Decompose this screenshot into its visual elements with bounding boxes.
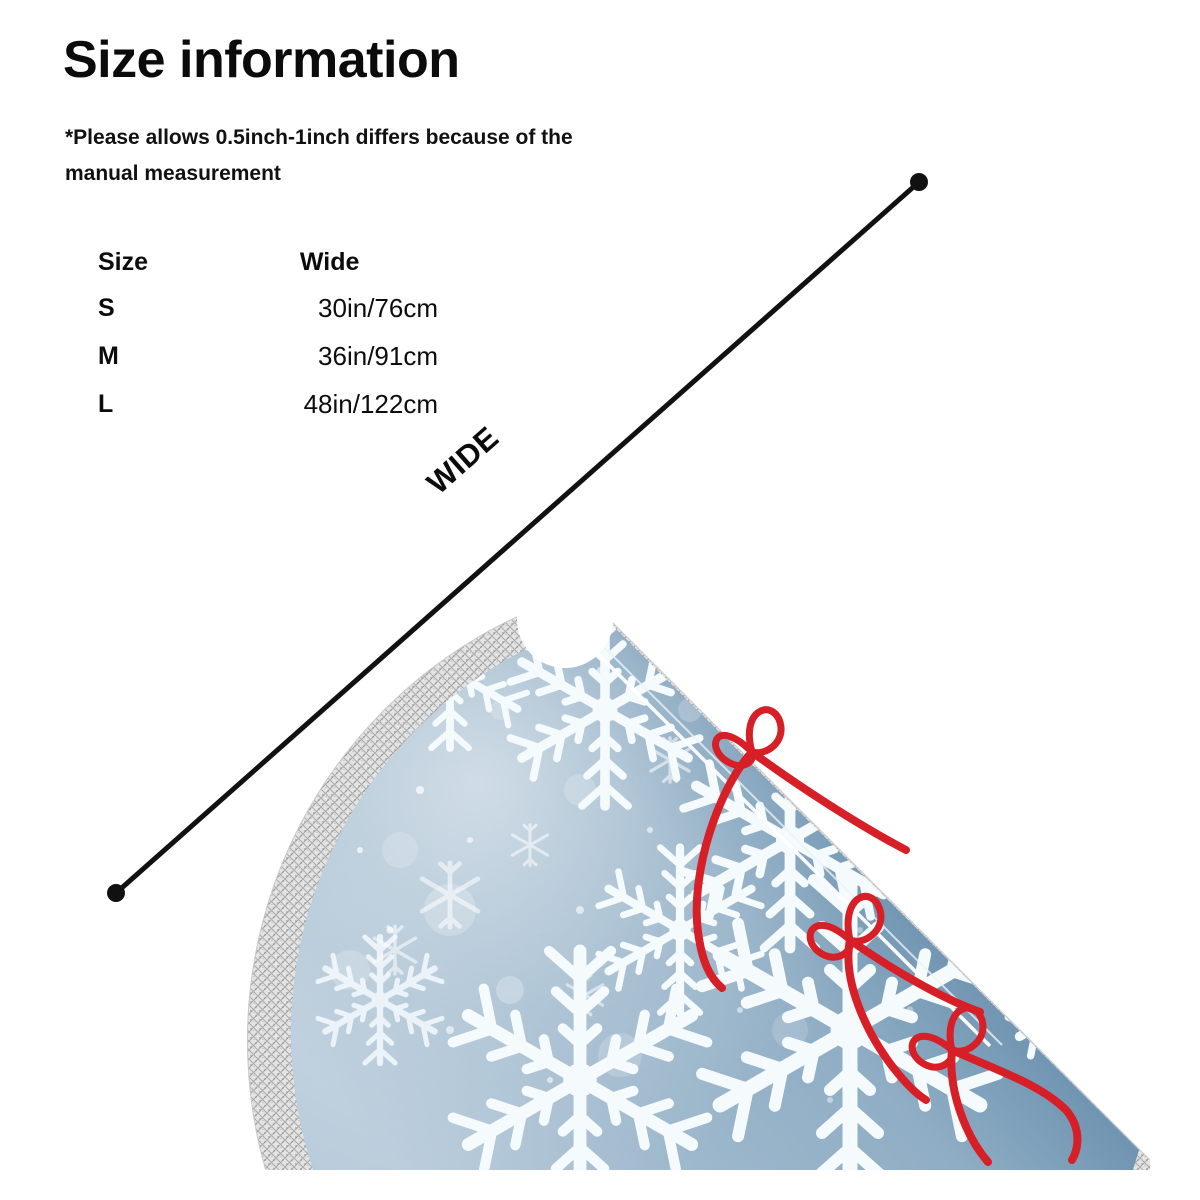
page-title: Size information <box>63 31 460 89</box>
cell-size: M <box>98 341 119 370</box>
cell-size: L <box>98 389 114 418</box>
ribbon-tie <box>908 1004 1082 1166</box>
measurement-note: *Please allows 0.5inch-1inch differs bec… <box>65 126 573 186</box>
dimension-endpoint-dot <box>107 884 125 902</box>
product-image <box>150 150 1150 1170</box>
cell-size: S <box>98 293 115 322</box>
